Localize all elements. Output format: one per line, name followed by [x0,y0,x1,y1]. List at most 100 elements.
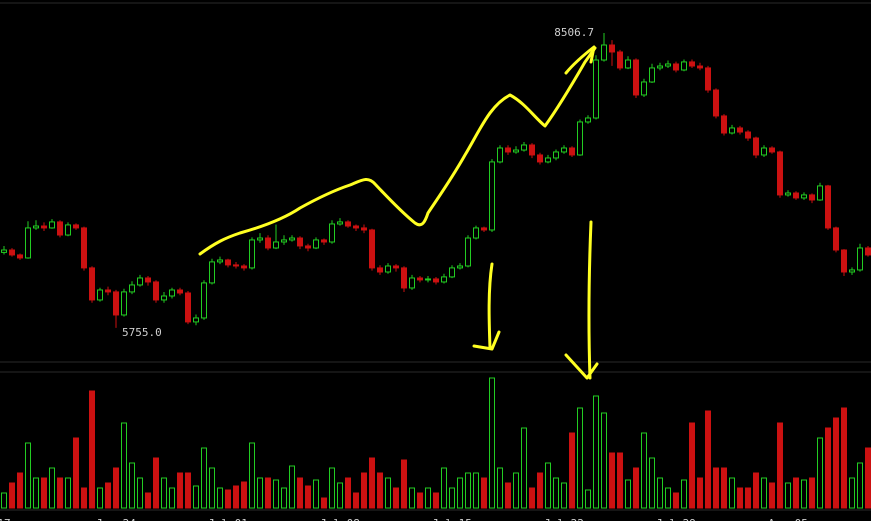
annotation-curve [198,46,597,256]
candle-body [601,44,607,61]
volume-bar [337,482,343,509]
candle-body [425,278,431,281]
candle-body [681,61,687,71]
volume-bar [457,477,463,509]
x-tick-label: Jul 08 [320,517,360,521]
candle-body [113,291,119,316]
candle-body [721,115,727,134]
candle-body [17,254,23,259]
annotation-down-arrow [564,220,599,380]
volume-bar [89,390,95,509]
volume-bar [41,477,47,509]
volume-bar [665,487,671,509]
candle-body [585,117,591,123]
volume-bar [641,432,647,509]
candle-body [65,224,71,236]
volume-bar [521,427,527,509]
volume-bar [561,482,567,509]
volume-bar [321,497,327,509]
volume-bar [609,452,615,509]
volume-bar [385,477,391,509]
volume-bar [401,459,407,509]
candle-body [273,241,279,249]
volume-bar [817,437,823,509]
volume-bar [689,422,695,509]
candle-body [657,65,663,69]
candle-body [57,221,63,236]
volume-bar [185,472,191,509]
candle-body [449,267,455,278]
volume-bar [673,492,679,509]
volume-bar [529,487,535,509]
candle-body [865,247,871,256]
volume-bar [793,477,799,509]
volume-bar [625,479,631,509]
candle-body [161,295,167,301]
volume-bar [809,477,815,509]
candle-body [521,144,527,151]
volume-bar [33,477,39,509]
volume-bar [329,467,335,509]
candle-body [201,282,207,319]
volume-bar [169,487,175,509]
volume-bar [257,477,263,509]
candle-body [137,277,143,286]
volume-bar [825,427,831,509]
volume-bar [497,467,503,509]
volume-bar [273,479,279,509]
candle-body [345,221,351,227]
volume-bar [49,467,55,509]
candle-body [249,239,255,269]
candle-body [841,249,847,273]
volume-bar [289,465,295,509]
volume-bar [225,489,231,509]
candle-body [265,237,271,249]
candle-body [145,277,151,283]
candle-body [121,291,127,316]
candle-body [505,147,511,153]
candle-body [761,147,767,156]
volume-bar [17,472,23,509]
volume-bar [9,482,15,509]
candle-body [361,227,367,231]
candle-body [769,147,775,153]
volume-bar [481,477,487,509]
candle-body [545,157,551,163]
candle-body [329,223,335,243]
candle-body [305,245,311,249]
volume-bar [65,477,71,509]
volume-bar [121,422,127,509]
volume-bar [105,482,111,509]
candle-body [225,259,231,266]
volume-bar [57,477,63,509]
candle-body [465,237,471,267]
volume-bar [657,477,663,509]
volume-bar [1,492,7,509]
candle-body [529,144,535,156]
volume-bar [369,457,375,509]
candle-body [129,284,135,293]
candle-body [641,81,647,96]
candle-body [713,89,719,117]
candle-body [1,249,7,253]
volume-bar [681,479,687,509]
x-tick-label: Jul 01 [208,517,248,521]
candle-body [809,194,815,201]
annotation-down-arrow [472,262,501,351]
volume-bar [281,487,287,509]
volume-bar [769,482,775,509]
candle-body [169,289,175,297]
volume-bar [753,472,759,509]
candle-body [9,249,15,256]
candle-body [857,247,863,271]
volume-bar [353,492,359,509]
candle-body [233,264,239,267]
candle-body [33,225,39,229]
volume-bar [849,477,855,509]
candle-body [193,317,199,323]
volume-bar [729,477,735,509]
candle-body [785,192,791,196]
volume-bar [393,487,399,509]
volume-bar [553,477,559,509]
